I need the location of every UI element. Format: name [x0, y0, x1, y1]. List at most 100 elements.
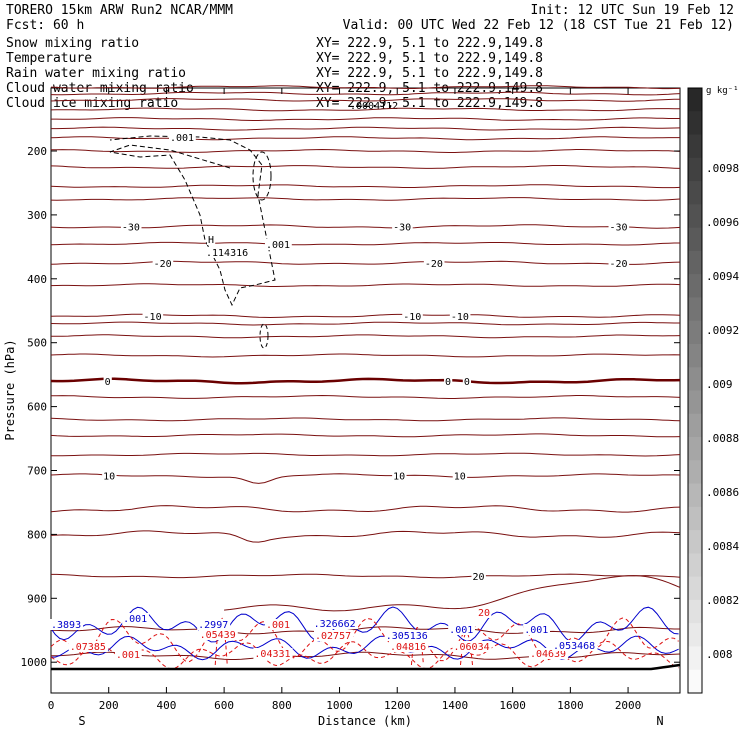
y-tick-label: 1000: [21, 656, 48, 669]
isotherm-label: 20: [472, 572, 484, 583]
label-bg: [608, 257, 630, 269]
label-bg: [462, 376, 472, 388]
isotherm-label: -10: [144, 312, 162, 323]
label-bg: [477, 607, 492, 618]
ground-surface-line: [51, 663, 681, 671]
isotherm-labeled-line: [50, 473, 681, 484]
label-bg: [253, 648, 293, 659]
colorbar-tick-label: .008: [706, 648, 733, 661]
label-bg: [392, 470, 407, 482]
label-bg: [264, 619, 292, 630]
snow-contour-small: [259, 323, 269, 349]
colorbar-swatch: [688, 413, 702, 438]
isotherm-line: [50, 394, 681, 399]
isotherm-line: [50, 241, 680, 246]
isotherm-label: -20: [425, 259, 443, 270]
label-bg: [552, 640, 598, 651]
cloud-water-label: .2997: [198, 620, 228, 631]
rain-plume-contour: [214, 617, 228, 666]
x-tick-label: 400: [156, 699, 176, 712]
isotherm-labeled-line: [50, 377, 681, 385]
colorbar-swatch: [688, 506, 702, 531]
init-time: Init: 12 UTC Sun 19 Feb 12: [531, 3, 735, 18]
x-axis-left-end: S: [78, 714, 85, 728]
isotherm-line: [51, 334, 681, 339]
y-tick-label: 300: [27, 209, 47, 222]
x-axis-right-end: N: [656, 714, 663, 728]
colorbar-swatch: [688, 297, 702, 322]
isotherm-label: -30: [393, 222, 411, 233]
label-bg: [452, 470, 468, 482]
plot-frame: [50, 87, 681, 694]
y-tick-label: 700: [27, 465, 47, 478]
isotherm-labeled-line: [51, 573, 681, 579]
colorbar-tick-label: .0082: [706, 594, 739, 607]
label-bg: [423, 257, 445, 269]
y-tick-label: 200: [27, 145, 47, 158]
colorbar-tick-label: .009: [706, 378, 733, 391]
isotherm-label: 0: [464, 377, 470, 388]
isotherm-label: 10: [103, 472, 115, 483]
model-title: TORERO 15km ARW Run2 NCAR/MMM: [6, 3, 233, 18]
legend-xy-snow: XY= 222.9, 5.1 to 222.9,149.8: [316, 36, 543, 51]
temperature-isotherms: [50, 85, 681, 660]
isotherm-label: -30: [610, 222, 628, 233]
label-bg: [449, 310, 471, 322]
isotherm-line: [50, 530, 681, 543]
rain-label: .05439: [200, 630, 236, 641]
label-bg: [314, 630, 354, 641]
isotherm-label: 0: [445, 377, 451, 388]
isotherm-label: -30: [122, 222, 140, 233]
isotherm-line: [50, 107, 681, 112]
isotherm-label: -10: [451, 312, 469, 323]
label-bg: [205, 247, 251, 258]
isotherm-line: [50, 505, 681, 513]
label-bg: [142, 310, 164, 322]
label-bg: [152, 257, 174, 269]
colorbar-swatch: [688, 553, 702, 578]
cloud-water-label: .001: [123, 614, 147, 625]
rain-label: .001: [116, 650, 140, 661]
isotherm-line: [50, 136, 680, 141]
colorbar-swatch: [688, 367, 702, 391]
label-bg: [312, 618, 358, 629]
cloud-water-label: .3893: [51, 620, 81, 631]
label-bg: [384, 630, 431, 641]
colorbar-swatch: [688, 437, 702, 461]
colorbar-swatch: [688, 483, 702, 508]
label-bg: [608, 221, 630, 233]
isotherm-label: 10: [393, 472, 405, 483]
colorbar-tick-label: .0096: [706, 216, 739, 229]
label-bg: [444, 376, 453, 388]
isotherm-line: [51, 651, 681, 660]
x-tick-label: 2000: [615, 699, 642, 712]
snow-contour-small: [252, 151, 272, 201]
isotherm-line: [50, 91, 681, 96]
legend-xy-rain: XY= 222.9, 5.1 to 222.9,149.8: [316, 66, 543, 81]
x-tick-label: 600: [214, 699, 234, 712]
label-bg: [528, 648, 569, 659]
label-bg: [102, 470, 117, 482]
label-bg: [50, 619, 83, 630]
colorbar-swatch: [688, 134, 702, 159]
x-axis-label: Distance (km): [318, 714, 412, 728]
rain-label: .07385: [70, 642, 106, 653]
isotherm-labeled-line: [50, 224, 681, 229]
rain-label: .04331: [254, 649, 290, 660]
colorbar-swatch: [688, 460, 702, 485]
colorbar-swatch: [688, 204, 702, 229]
x-tick-label: 1000: [326, 699, 353, 712]
colorbar-swatch: [688, 646, 702, 671]
colorbar-swatch: [688, 88, 702, 112]
label-bg: [169, 132, 196, 143]
label-bg: [103, 376, 112, 388]
label-bg: [207, 234, 216, 245]
rain-label: .02757: [315, 631, 351, 642]
x-tick-label: 1400: [442, 699, 469, 712]
x-tick-label: 800: [272, 699, 292, 712]
rain-contour: [50, 640, 679, 670]
rain-label: .06034: [454, 642, 490, 653]
snow-contour-label: .001: [266, 240, 290, 251]
legend-field-rain: Rain water mixing ratio: [6, 66, 186, 81]
label-bg: [114, 649, 142, 660]
